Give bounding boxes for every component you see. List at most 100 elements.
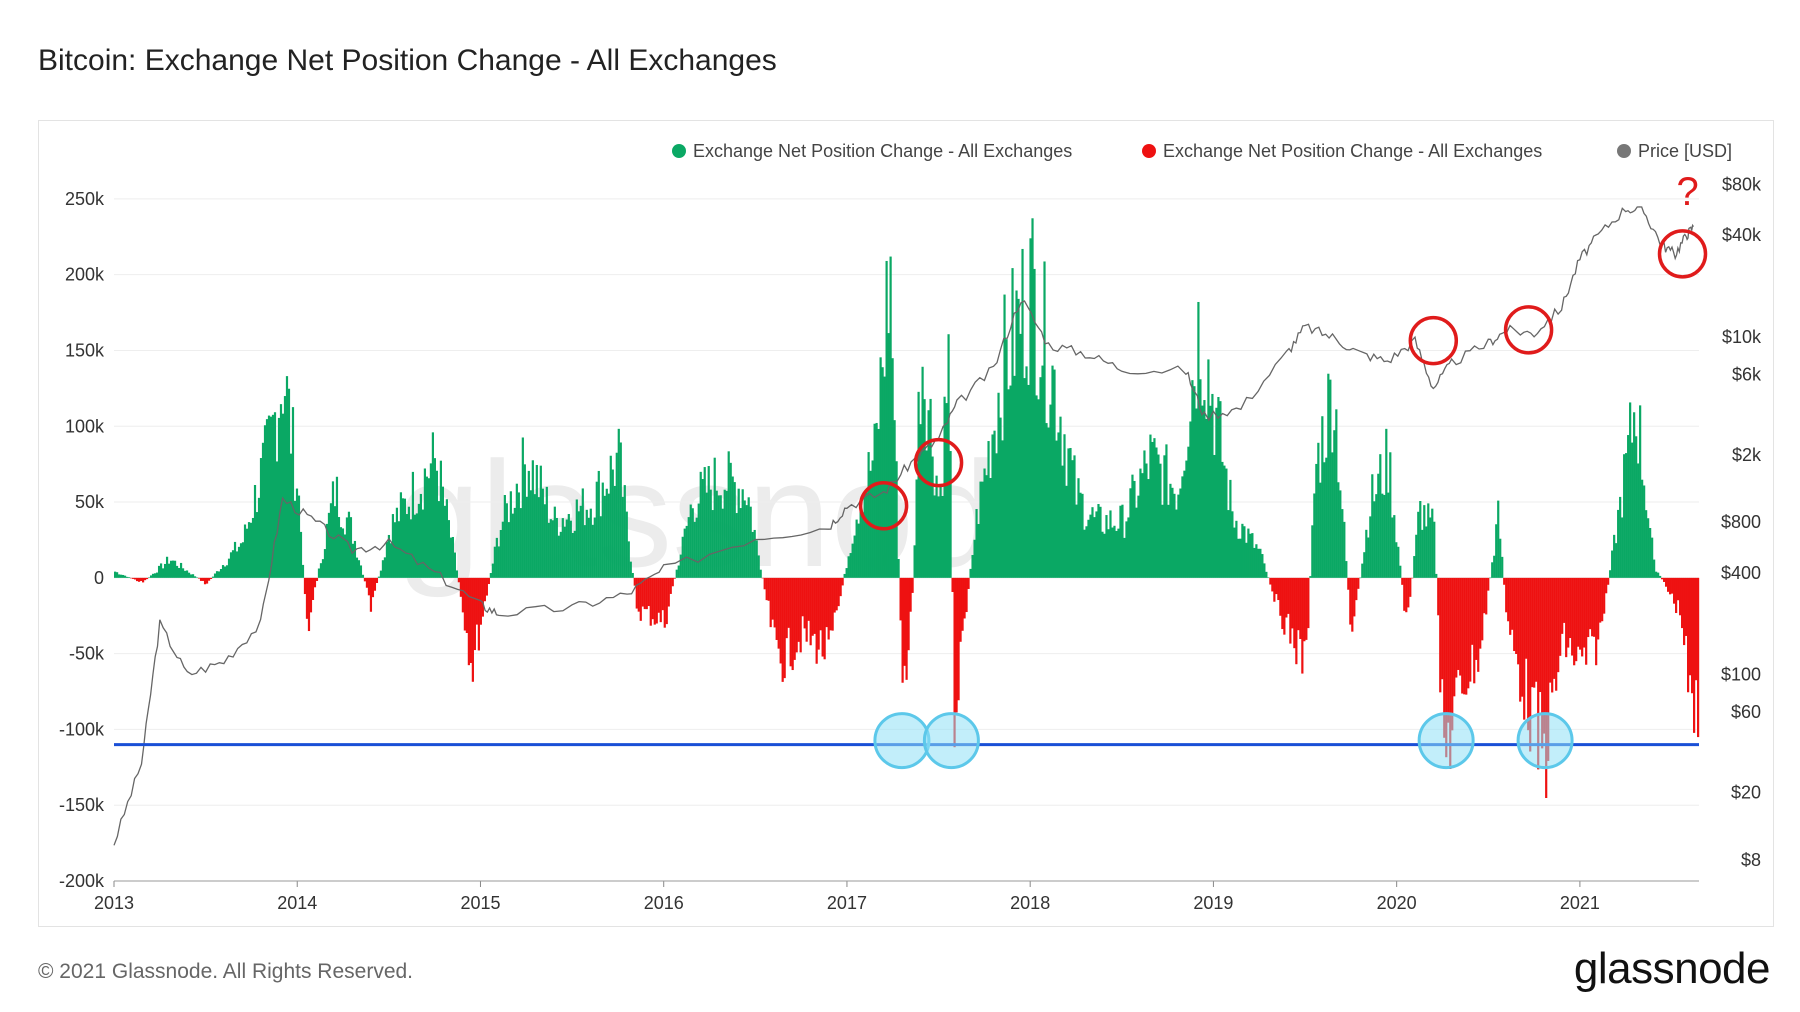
net-position-bar <box>167 563 171 578</box>
net-position-bar <box>1321 416 1324 578</box>
net-position-bar <box>797 577 800 642</box>
net-position-bar <box>663 577 666 628</box>
net-position-bar <box>1421 529 1424 578</box>
net-position-bar <box>1669 577 1672 595</box>
net-position-bar <box>1659 575 1662 578</box>
net-position-bar <box>645 577 648 610</box>
net-position-bar <box>1519 577 1522 702</box>
net-position-bar <box>809 577 812 646</box>
price-tick-label: $20 <box>1731 783 1761 803</box>
net-position-bar <box>1067 448 1070 578</box>
net-position-bar <box>879 357 882 578</box>
net-position-bar <box>1435 573 1438 578</box>
net-position-bar <box>1503 577 1506 585</box>
price-tick-label: $2k <box>1732 445 1762 465</box>
net-position-bar <box>1337 482 1340 578</box>
net-position-bar <box>1187 446 1190 578</box>
net-position-bar <box>1037 399 1040 578</box>
net-position-bar <box>1387 492 1390 578</box>
net-position-bar <box>405 514 409 578</box>
net-position-bar <box>1451 577 1454 731</box>
net-position-bar <box>823 577 826 660</box>
net-position-bar <box>177 567 181 578</box>
net-position-bar <box>385 541 389 578</box>
net-position-bar <box>755 540 758 578</box>
net-position-bar <box>1045 423 1048 578</box>
net-position-bar <box>993 430 996 578</box>
net-position-bar <box>1179 488 1182 578</box>
blue-circle-marker <box>1516 712 1574 770</box>
net-position-bar <box>973 539 976 578</box>
net-position-bar <box>171 560 175 578</box>
price-tick-label: $100 <box>1721 665 1761 685</box>
net-position-bar <box>1581 577 1584 657</box>
net-position-bar <box>1243 526 1246 578</box>
net-position-bar <box>1407 577 1410 608</box>
net-position-bar <box>1147 479 1150 578</box>
net-position-bar <box>1523 577 1526 720</box>
net-position-bar <box>1023 378 1026 578</box>
net-position-bar <box>381 560 385 578</box>
net-position-bar <box>1399 565 1402 578</box>
net-position-bar <box>509 491 512 578</box>
net-position-bar <box>279 404 283 578</box>
net-position-bar <box>1657 572 1660 578</box>
net-position-bar <box>1661 577 1664 580</box>
blue-circle-marker <box>873 712 931 770</box>
legend-item[interactable]: Exchange Net Position Change - All Excha… <box>672 141 1072 161</box>
net-position-bar <box>1683 577 1686 646</box>
net-position-bar <box>1455 577 1458 678</box>
net-position-bar <box>1193 386 1196 578</box>
net-position-bar <box>1031 218 1034 578</box>
net-position-bar <box>873 423 876 578</box>
net-position-bar <box>219 568 223 578</box>
net-position-bar <box>1287 577 1290 614</box>
net-position-bar <box>1343 521 1346 578</box>
net-position-bar <box>833 577 836 613</box>
net-position-bar <box>1493 555 1496 578</box>
legend-item[interactable]: Price [USD] <box>1617 141 1732 161</box>
net-position-bar <box>915 479 918 578</box>
legend[interactable]: Exchange Net Position Change - All Excha… <box>672 141 1732 161</box>
net-position-bar <box>335 476 339 578</box>
net-position-bar <box>1413 556 1416 578</box>
net-position-bar <box>1199 379 1202 578</box>
net-position-bar <box>429 463 433 578</box>
net-position-bar <box>1261 554 1264 578</box>
net-position-bar <box>1165 444 1168 578</box>
price-tick-label: $40k <box>1722 225 1762 245</box>
net-position-bar <box>807 577 810 621</box>
net-position-bar <box>185 570 189 578</box>
net-position-bar <box>117 574 121 578</box>
net-position-bar <box>149 575 153 578</box>
net-position-bar <box>1253 547 1256 578</box>
net-position-bar <box>1225 468 1228 578</box>
net-position-bar <box>197 577 201 579</box>
net-position-bar <box>1319 482 1322 578</box>
net-position-bar <box>817 577 820 650</box>
net-position-bar <box>115 572 119 578</box>
legend-item[interactable]: Exchange Net Position Change - All Excha… <box>1142 141 1542 161</box>
price-tick-label: $8 <box>1741 850 1761 870</box>
net-position-bar <box>511 513 514 578</box>
net-position-bar <box>995 453 998 578</box>
net-position-bar <box>401 498 405 578</box>
net-position-bar <box>1593 577 1596 637</box>
net-position-bar <box>1263 563 1266 578</box>
net-position-bar <box>1131 474 1134 578</box>
net-position-bar <box>745 505 748 578</box>
net-position-bar <box>1323 462 1326 578</box>
net-position-bar <box>953 577 956 748</box>
net-position-bar <box>1053 369 1056 578</box>
net-position-bar <box>737 488 740 578</box>
net-position-bar <box>1183 470 1186 578</box>
net-position-bar <box>393 522 397 578</box>
net-position-bar <box>1457 577 1460 670</box>
y-tick-label: -200k <box>59 871 105 891</box>
glassnode-logo[interactable]: glassnode <box>1573 944 1771 993</box>
net-position-bar <box>255 512 259 578</box>
net-position-bar <box>205 577 209 584</box>
net-position-bar <box>165 556 169 578</box>
net-position-bar <box>243 524 247 578</box>
net-position-bar <box>1291 577 1294 629</box>
